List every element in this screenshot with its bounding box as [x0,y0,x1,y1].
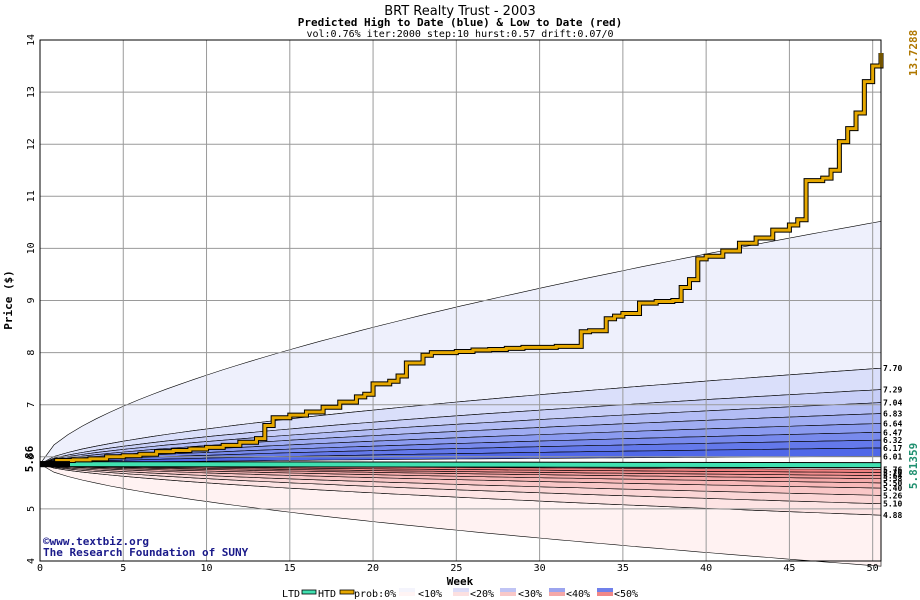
y-tick-label: 8 [26,350,37,356]
series-lines [39,53,884,469]
x-tick-label: 25 [450,563,462,574]
watermark-line1: ©www.textbiz.org [43,535,149,548]
legend-swatch-htd [339,589,355,595]
low-band-label: 5.70 [883,468,902,477]
legend-swatch-ltd [301,589,317,595]
low-band-label: 5.10 [883,500,902,509]
legend-swatch-red [453,592,469,596]
legend-swatch-blue [399,588,415,592]
y-axis-label: Price ($) [2,270,15,330]
x-tick-label: 5 [120,563,126,574]
legend-label: LTD [282,589,300,600]
x-tick-label: 45 [783,563,795,574]
y-tick-label: 11 [26,190,37,202]
x-axis-label: Week [447,575,474,588]
x-tick-label: 30 [534,563,546,574]
x-tick-label: 20 [367,563,379,574]
legend-swatch-blue [597,588,613,592]
x-tick-label: 0 [37,563,43,574]
start-value-label: 5.86 [23,445,36,472]
legend-label: <10% [418,589,442,600]
y-tick-label: 14 [26,34,37,46]
legend: LTD HTD prob:0% <10% <20% <30% <40% <50% [282,588,638,600]
y-tick-label: 10 [26,242,37,254]
high-band-label: 6.83 [883,410,902,419]
low-band-label: 5.58 [883,475,902,484]
legend-swatch-blue [500,588,516,592]
legend-swatch-red [597,592,613,596]
y-tick-label: 6 [26,454,37,460]
high-band-label: 6.32 [883,436,902,445]
watermark-line2: The Research Foundation of SUNY [43,546,249,559]
start-marker [40,461,70,468]
y-tick-label: 12 [26,138,37,150]
x-tick-label: 10 [201,563,213,574]
x-tick-label: 35 [617,563,629,574]
end-low-label: 5.81359 [907,443,920,489]
high-band-label: 7.29 [883,386,902,395]
ltd-line [39,462,882,468]
legend-label: HTD [318,589,336,600]
legend-swatch-red [549,592,565,596]
y-tick-label: 13 [26,86,37,98]
high-band-label: 6.01 [883,452,902,461]
chart-title: BRT Realty Trust - 2003 [384,4,536,19]
chart-subtitle: Predicted High to Date (blue) & Low to D… [298,16,623,29]
legend-label: <50% [614,589,638,600]
htd-line [40,53,883,466]
legend-label: <20% [470,589,494,600]
high-band-label: 7.04 [883,399,902,408]
x-tick-label: 50 [867,563,879,574]
high-band-label: 6.17 [883,444,902,453]
legend-swatch-blue [549,588,565,592]
legend-label: <30% [518,589,542,600]
low-band-label: 5.40 [883,484,902,493]
legend-swatch-red [399,592,415,596]
x-tick-label: 40 [700,563,712,574]
x-tick-labels: 0 5 10 15 20 25 30 35 40 45 50 [37,563,879,574]
end-high-label: 13.7288 [907,30,920,76]
legend-swatch-red [500,592,516,596]
chart-params: vol:0.76% iter:2000 step:10 hurst:0.57 d… [306,29,613,40]
low-band-label: 5.64 [883,472,902,481]
low-band-label: 4.88 [883,511,902,520]
y-tick-labels: 4 5 6 7 8 9 10 11 12 13 14 [26,34,37,564]
y-tick-label: 9 [26,297,37,303]
high-band-label: 6.47 [883,428,902,437]
grid-lines [39,39,881,562]
y-tick-label: 7 [26,402,37,408]
x-tick-label: 15 [284,563,296,574]
high-band-label: 6.64 [883,419,902,428]
band-end-labels: 7.70 7.29 7.04 6.836.646.476.326.176.01 5.76… [883,364,902,520]
high-band-label: 7.70 [883,364,902,373]
y-tick-label: 4 [26,558,37,564]
low-band-label: 5.76 [883,465,902,474]
plot-frame [39,39,882,562]
low-band-label: 5.50 [883,479,902,488]
y-tick-label: 5 [26,506,37,512]
legend-swatch-blue [453,588,469,592]
legend-label: prob:0% [354,589,396,600]
low-band-label: 5.26 [883,491,902,500]
legend-label: <40% [566,589,590,600]
